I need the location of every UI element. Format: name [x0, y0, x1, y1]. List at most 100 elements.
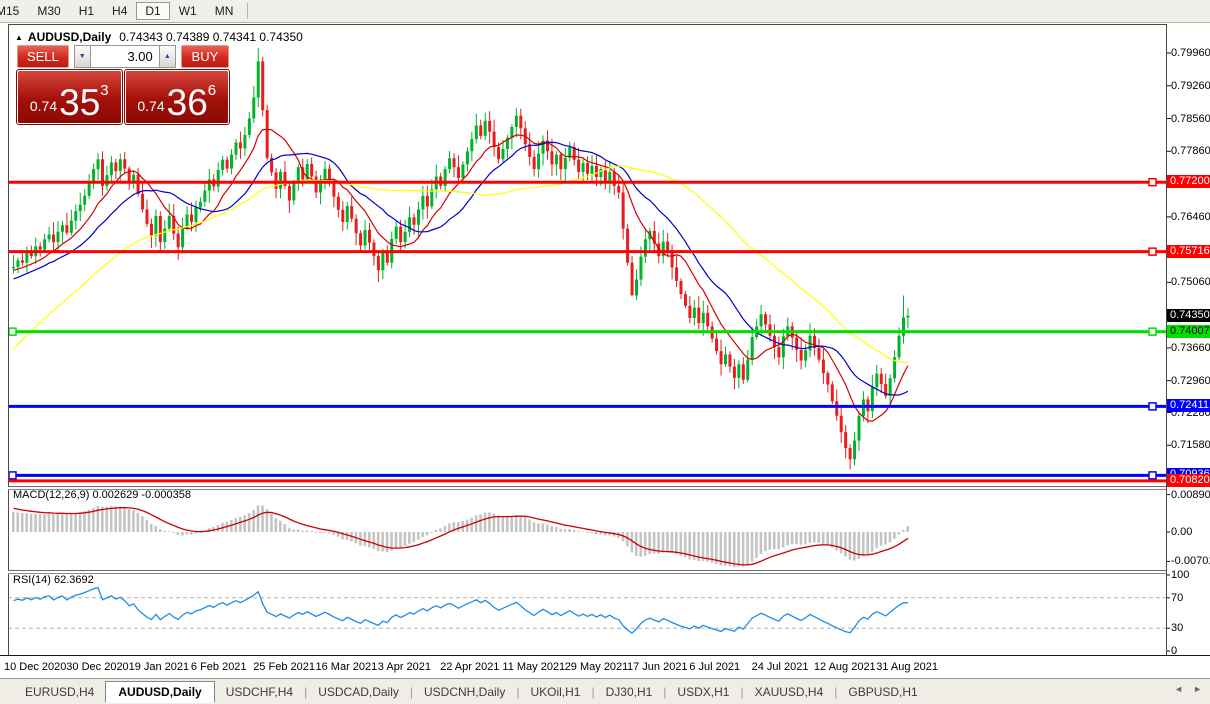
timeframe-button-m30[interactable]: M30 — [37, 4, 61, 18]
timeframe-button-d1[interactable]: D1 — [136, 2, 170, 20]
chart-tab-usdchf-h4[interactable]: USDCHF,H4 — [225, 685, 294, 699]
candle — [764, 314, 768, 325]
chart-tab-ukoil-h1[interactable]: UKOil,H1 — [530, 685, 581, 699]
panel-splitter-macd[interactable] — [8, 486, 1166, 490]
chart-symbol-title: AUDUSD,Daily — [27, 30, 112, 44]
candle — [657, 243, 661, 257]
date-label: 17 Jun 2021 — [627, 661, 688, 673]
timeframe-button-m15[interactable]: M15 — [0, 4, 20, 18]
volume-input[interactable] — [90, 45, 159, 68]
timeframe-button-h1[interactable]: H1 — [78, 4, 95, 18]
chart-tab-xauusd-h4[interactable]: XAUUSD,H4 — [754, 685, 824, 699]
volume-increase-button[interactable]: ▲ — [158, 45, 176, 68]
rsi-line — [13, 586, 908, 634]
rsi-indicator-label: RSI(14) 62.3692 — [13, 574, 94, 586]
candle — [528, 144, 532, 157]
candle — [457, 167, 460, 178]
chart-tab-usdcad-daily[interactable]: USDCAD,Daily — [318, 685, 399, 699]
date-label: 6 Feb 2021 — [190, 661, 247, 673]
chart-tab-gbpusd-h1[interactable]: GBPUSD,H1 — [848, 685, 918, 699]
level-line-handle — [1148, 247, 1157, 256]
macd-histogram-bar — [127, 509, 131, 532]
candle — [158, 215, 162, 243]
macd-histogram-bar — [394, 532, 398, 549]
candle — [488, 120, 492, 132]
timeframe-button-mn[interactable]: MN — [214, 4, 234, 18]
candle — [323, 168, 327, 182]
chart-tab-usdx-h1[interactable]: USDX,H1 — [677, 685, 730, 699]
date-label: 16 Mar 2021 — [315, 661, 378, 673]
timeframe-button-w1[interactable]: W1 — [178, 4, 197, 18]
candle — [577, 159, 581, 172]
macd-histogram-bar — [60, 513, 64, 532]
macd-histogram-bar — [149, 523, 153, 532]
macd-histogram-bar — [368, 532, 371, 548]
candle — [621, 192, 625, 229]
price-tick-label: 0.78560 — [1171, 112, 1210, 125]
candle — [461, 164, 465, 178]
candle — [639, 256, 643, 280]
candle — [92, 169, 96, 184]
macd-histogram-bar — [425, 532, 429, 536]
tab-separator: | — [516, 685, 520, 699]
buy-button[interactable]: BUY — [180, 45, 229, 68]
macd-histogram-bar — [141, 516, 144, 532]
macd-histogram-bar — [109, 506, 113, 532]
candle — [470, 139, 474, 152]
macd-histogram-bar — [741, 532, 745, 567]
chart-tab-audusd-daily[interactable]: AUDUSD,Daily — [105, 681, 215, 703]
buy-price-box[interactable]: 0.74 36 6 — [123, 69, 230, 125]
candle — [412, 217, 416, 225]
candle — [893, 357, 897, 379]
macd-histogram-bar — [190, 532, 193, 535]
candle — [194, 207, 198, 222]
tabs-scroll-right-icon[interactable]: ► — [1193, 684, 1202, 694]
sell-price-box[interactable]: 0.74 35 3 — [16, 69, 123, 125]
buy-price-pip: 6 — [207, 82, 217, 99]
macd-histogram-bar — [559, 528, 562, 532]
macd-histogram-bar — [154, 525, 157, 532]
chart-tab-eurusd-h4[interactable]: EURUSD,H4 — [25, 685, 95, 699]
candle — [612, 171, 616, 186]
candle — [799, 349, 803, 361]
candle — [839, 415, 843, 433]
volume-decrease-button[interactable]: ▼ — [73, 45, 91, 68]
macd-histogram-bar — [888, 532, 892, 543]
candle — [666, 241, 670, 252]
macd-histogram-bar — [310, 531, 313, 532]
chart-tab-usdcnh-daily[interactable]: USDCNH,Daily — [424, 685, 506, 699]
tabs-scroll-left-icon[interactable]: ◄ — [1174, 684, 1184, 694]
macd-layer — [12, 505, 910, 568]
macd-histogram-bar — [594, 532, 598, 535]
macd-histogram-bar — [34, 513, 37, 532]
macd-histogram-bar — [279, 520, 282, 532]
timeframe-button-h4[interactable]: H4 — [112, 4, 128, 18]
date-label: 30 Dec 2020 — [66, 661, 129, 673]
sell-button[interactable]: SELL — [17, 45, 69, 68]
panel-splitter-rsi[interactable] — [8, 570, 1166, 574]
macd-histogram-bar — [795, 532, 798, 545]
collapse-chart-icon[interactable]: ▲ — [15, 33, 23, 42]
candle — [590, 165, 594, 174]
candle — [857, 415, 861, 441]
candle — [688, 305, 692, 318]
macd-histogram-bar — [274, 518, 278, 532]
candle — [741, 364, 745, 380]
candle — [287, 185, 291, 201]
candle — [198, 201, 202, 208]
chart-tab-dj30-h1[interactable]: DJ30,H1 — [605, 685, 653, 699]
tab-separator: | — [834, 685, 838, 699]
macd-histogram-bar — [746, 532, 749, 566]
macd-histogram-bar — [363, 532, 367, 547]
macd-histogram-bar — [163, 530, 166, 532]
macd-histogram-bar — [470, 517, 473, 532]
candle — [661, 241, 665, 257]
macd-histogram-bar — [123, 507, 126, 532]
macd-axis-label: -0.007013 — [1171, 555, 1210, 568]
candle — [363, 229, 367, 246]
macd-histogram-bar — [319, 532, 322, 534]
candle — [586, 163, 590, 174]
macd-histogram-bar — [412, 532, 416, 543]
candle — [83, 195, 87, 205]
